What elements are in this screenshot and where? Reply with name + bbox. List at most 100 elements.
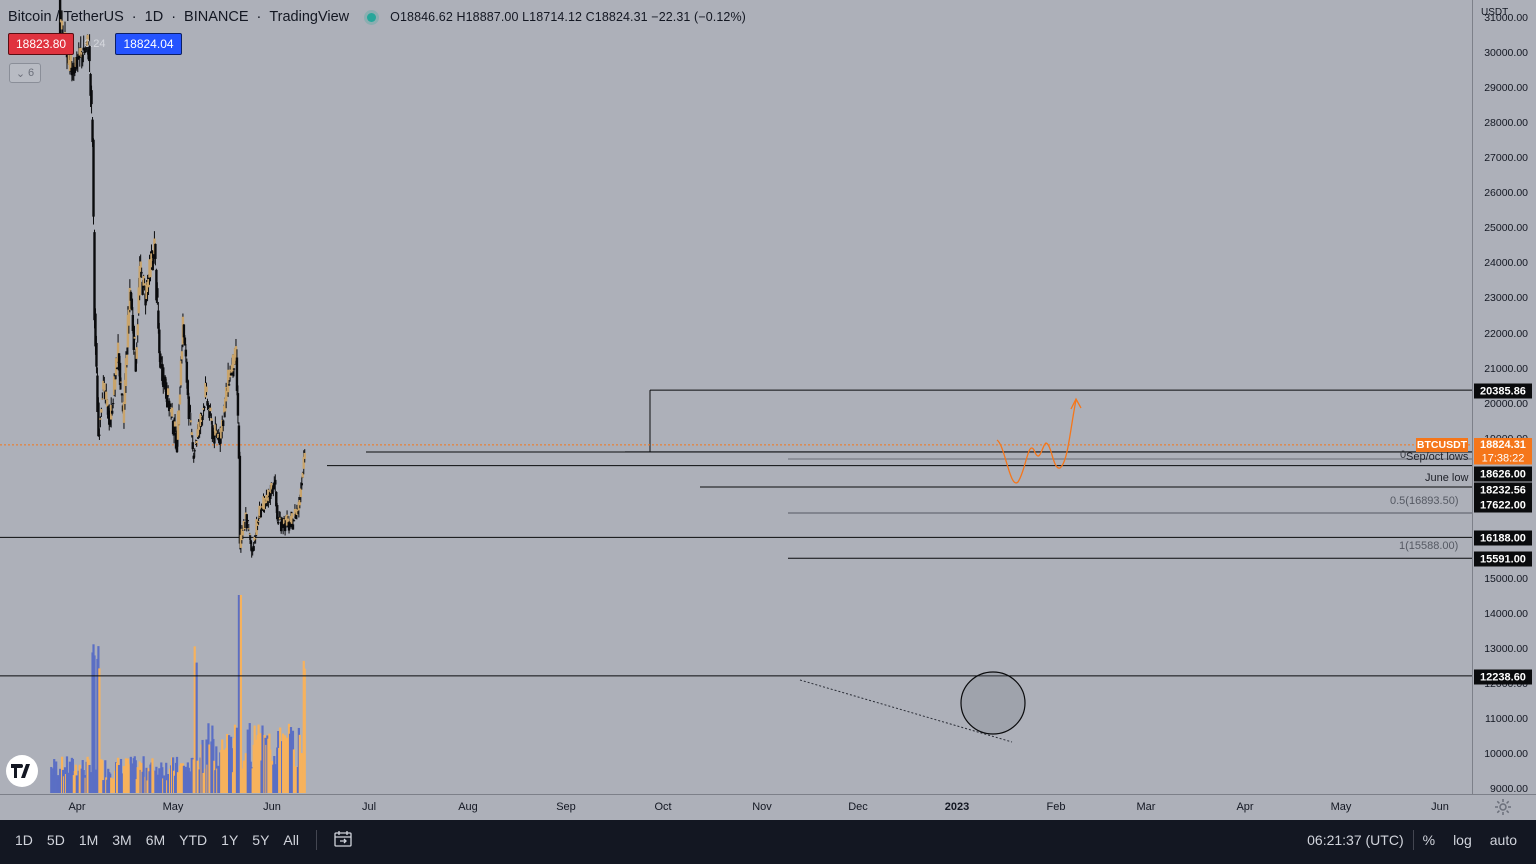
- currency-label[interactable]: USDT: [1481, 7, 1509, 18]
- candle-body: [222, 420, 225, 427]
- candle-body: [111, 403, 115, 405]
- candle-body: [110, 410, 114, 414]
- utc-clock[interactable]: 06:21:37 (UTC): [1307, 832, 1404, 848]
- candle-body: [245, 514, 248, 529]
- candle-body: [134, 351, 137, 372]
- candle-body: [279, 521, 283, 532]
- gear-icon[interactable]: [1494, 798, 1512, 816]
- price-tick-label: 13000.00: [1484, 643, 1528, 656]
- candle-body: [260, 508, 263, 511]
- symbol-name[interactable]: Bitcoin / TetherUS: [8, 9, 124, 25]
- range-button-all[interactable]: All: [283, 832, 299, 848]
- candle-body: [205, 386, 208, 393]
- market-status-dot-icon[interactable]: [367, 12, 377, 22]
- volume-bar: [201, 739, 204, 793]
- volume-bar: [119, 758, 123, 793]
- price-tick-label: 27000.00: [1484, 152, 1528, 165]
- candle-body: [210, 418, 213, 421]
- candle-body: [203, 406, 206, 408]
- candle-body: [93, 232, 96, 321]
- time-axis-label: Apr: [1236, 801, 1254, 813]
- buy-button[interactable]: 18824.04: [115, 33, 182, 55]
- candle-body: [127, 309, 131, 326]
- volume-bar: [248, 723, 251, 793]
- interval-label[interactable]: 1D: [144, 9, 164, 25]
- candle-body: [157, 310, 160, 329]
- tradingview-logo-icon[interactable]: [6, 755, 38, 787]
- sell-button[interactable]: 18823.80: [8, 33, 75, 55]
- volume-bar: [165, 762, 168, 793]
- projection-arrow-icon: [1070, 397, 1082, 410]
- spread-value: 0.24: [84, 38, 106, 50]
- candle-body: [82, 47, 85, 51]
- price-chart[interactable]: [0, 0, 1472, 794]
- candle-body: [106, 399, 109, 407]
- volume-bar: [104, 760, 107, 793]
- volume-bar: [246, 729, 249, 793]
- candle-body: [270, 483, 273, 494]
- chart-area[interactable]: Bitcoin / TetherUS · 1D · BINANCE · Trad…: [0, 0, 1472, 794]
- range-button-1d[interactable]: 1D: [15, 832, 33, 848]
- projection-path: [996, 399, 1077, 484]
- candle-body: [208, 409, 211, 418]
- candle-body: [75, 56, 79, 69]
- auto-scale-toggle[interactable]: auto: [1489, 832, 1517, 848]
- candle-body: [286, 518, 290, 523]
- candle-body: [241, 530, 245, 536]
- candle-body: [175, 435, 179, 453]
- volume-bar: [195, 662, 198, 793]
- percent-scale-toggle[interactable]: %: [1422, 832, 1436, 848]
- candle-body: [225, 390, 229, 396]
- range-button-ytd[interactable]: YTD: [179, 832, 208, 848]
- goto-date-calendar-icon[interactable]: [327, 830, 359, 850]
- price-tick-label: 10000.00: [1484, 748, 1528, 761]
- volume-bar: [239, 595, 242, 793]
- candle-body: [94, 313, 97, 347]
- range-button-6m[interactable]: 6M: [145, 832, 166, 848]
- candle-body: [294, 513, 298, 519]
- candle-body: [198, 426, 201, 430]
- range-button-5y[interactable]: 5Y: [252, 832, 270, 848]
- volume-highlight-circle: [960, 671, 1026, 735]
- candle-body: [96, 375, 99, 413]
- candle-body: [288, 522, 292, 525]
- candle-body: [138, 266, 141, 296]
- candle-body: [247, 528, 250, 530]
- candle-body: [92, 139, 95, 217]
- candle-body: [117, 353, 121, 371]
- candle-body: [162, 367, 165, 388]
- indicators-collapse-button[interactable]: ⌄ 6: [9, 63, 41, 83]
- price-scale[interactable]: USDT 31000.00 30000.00 29000.00 28000.00 270…: [1416, 0, 1536, 795]
- candle-body: [182, 324, 186, 338]
- candle-body: [255, 519, 258, 535]
- candle-body: [95, 342, 98, 367]
- candle-body: [129, 291, 133, 301]
- candle-body: [298, 499, 302, 506]
- candle-body: [207, 406, 210, 408]
- divider: [315, 830, 317, 850]
- candle-body: [189, 420, 192, 423]
- candle-body: [186, 380, 190, 396]
- time-axis[interactable]: Apr May Jun Jul Aug Sep Oct Nov Dec 2023 Feb Mar Apr…: [0, 794, 1536, 821]
- candle-body: [188, 405, 191, 413]
- candle-body: [170, 407, 174, 417]
- candle-body: [136, 324, 139, 336]
- range-button-3m[interactable]: 3M: [112, 832, 132, 848]
- price-tick-label: 25000.00: [1484, 222, 1528, 235]
- candle-body: [179, 360, 183, 386]
- candle-body: [220, 427, 223, 439]
- time-axis-label: Apr: [68, 801, 86, 813]
- range-button-5d[interactable]: 5D: [46, 832, 65, 848]
- range-button-1m[interactable]: 1M: [78, 832, 99, 848]
- candle-body: [258, 505, 261, 519]
- price-tick-label: 24000.00: [1484, 257, 1528, 270]
- range-button-1y[interactable]: 1Y: [221, 832, 239, 848]
- candle-body: [278, 517, 282, 520]
- candle-body: [214, 424, 217, 436]
- candle-body: [173, 421, 177, 427]
- candle-body: [100, 409, 103, 413]
- candle-body: [140, 272, 143, 274]
- candle-body: [73, 67, 77, 73]
- candle-body: [269, 491, 272, 499]
- log-scale-toggle[interactable]: log: [1453, 832, 1472, 848]
